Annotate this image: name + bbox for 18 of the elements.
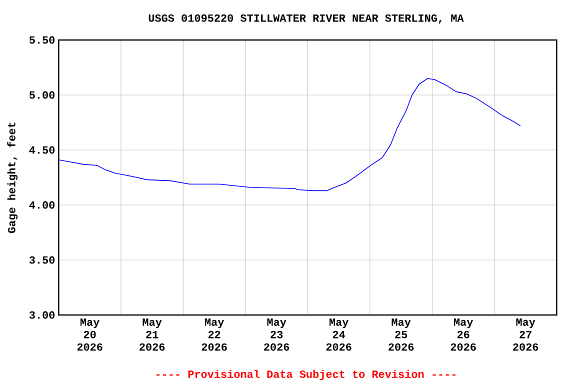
x-tick-label: May 24 2026 (326, 318, 352, 351)
y-tick-label: 4.50 (29, 146, 55, 154)
x-tick-label: May 27 2026 (513, 318, 538, 351)
y-tick-label: 3.50 (29, 256, 55, 264)
x-tick-label: May 22 2026 (202, 318, 227, 351)
y-tick-label: 5.50 (29, 36, 55, 44)
x-tick-label: May 26 2026 (450, 318, 476, 351)
x-tick-label: May 21 2026 (140, 318, 165, 351)
y-axis-title: Gage height, feet (7, 122, 18, 233)
x-tick-label: May 20 2026 (77, 318, 102, 351)
line-series (58, 78, 521, 192)
x-tick-label: May 23 2026 (264, 318, 290, 351)
y-tick-label: 4.00 (29, 201, 55, 209)
chart-title: USGS 01095220 STILLWATER RIVER NEAR STERLING, MA (148, 14, 464, 24)
text: ---- Provisional Data Subject to Revision ---- (156, 370, 456, 380)
x-tick-label: May 25 2026 (388, 318, 414, 351)
y-tick-label: 3.00 (29, 311, 55, 319)
y-tick-label: 5.00 (29, 91, 55, 99)
